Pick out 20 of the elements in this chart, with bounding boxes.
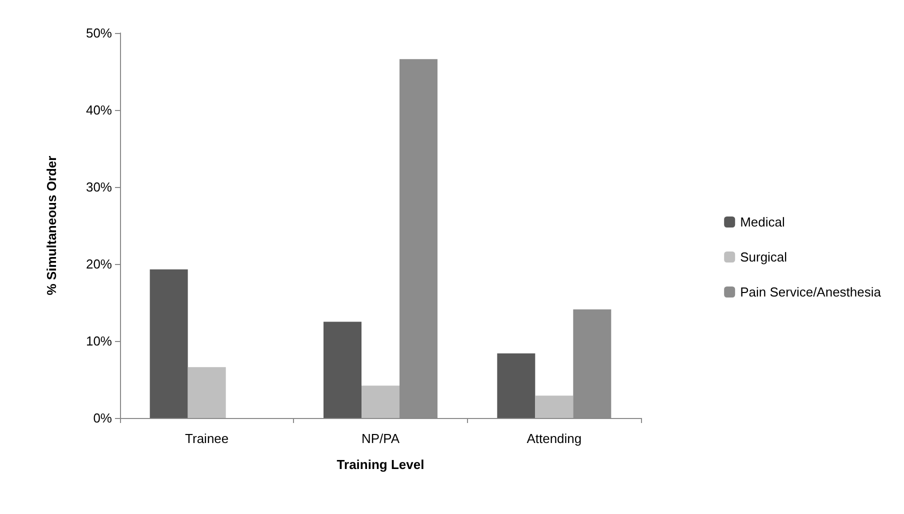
x-axis-title: Training Level — [336, 457, 424, 472]
bar — [188, 367, 226, 418]
x-tick-label: Trainee — [185, 431, 229, 446]
y-tick-label: 50% — [86, 26, 112, 40]
bar — [324, 322, 362, 418]
bar — [535, 396, 574, 418]
y-axis-title: % Simultaneous Order — [44, 156, 59, 296]
x-tick-label: Attending — [526, 431, 582, 446]
y-tick-label: 10% — [86, 334, 112, 348]
y-tick-label: 20% — [86, 256, 112, 272]
y-tick-label: 0% — [93, 410, 112, 426]
legend-label: Medical — [740, 214, 785, 230]
bar — [497, 353, 536, 418]
legend-label: Pain Service/Anesthesia — [740, 284, 882, 300]
bar — [150, 269, 188, 418]
y-tick-label: 40% — [86, 102, 112, 118]
y-tick-label: 30% — [86, 180, 112, 194]
legend-label: Surgical — [740, 250, 788, 264]
bar — [362, 386, 400, 418]
x-tick-label: NP/PA — [361, 431, 400, 446]
